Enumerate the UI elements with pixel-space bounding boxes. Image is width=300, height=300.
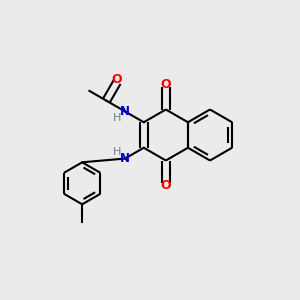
Text: H: H (112, 113, 121, 123)
Text: O: O (160, 78, 171, 92)
Text: N: N (120, 105, 130, 118)
Text: N: N (120, 152, 130, 165)
Text: H: H (112, 147, 121, 157)
Text: O: O (160, 178, 171, 192)
Text: O: O (112, 73, 122, 86)
